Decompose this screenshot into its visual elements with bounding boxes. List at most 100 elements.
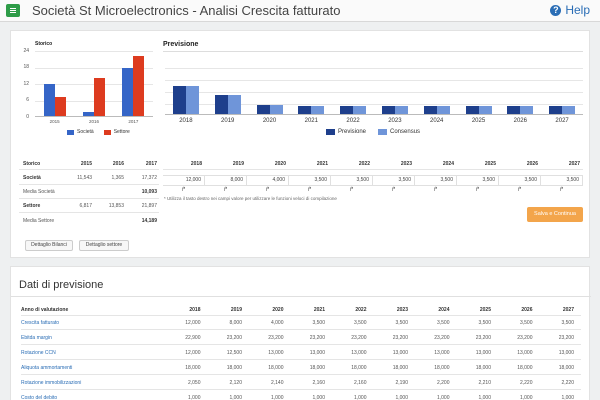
x-tick: 2023 (388, 118, 402, 124)
row-label-media-settore: Media Settore (23, 218, 55, 224)
chart-bar-consensus (311, 105, 325, 114)
chart-bar-consensus (478, 105, 492, 114)
table-header-year: 2019 (232, 161, 244, 167)
help-button[interactable]: ? Help (550, 3, 590, 17)
storico-x-axis: 2015 2016 2017 (35, 119, 153, 127)
row-label-media-societa: Media Società (23, 189, 55, 195)
forecast-input[interactable]: 8,000 (205, 176, 247, 185)
divider (21, 315, 581, 316)
y-tick: 24 (23, 48, 29, 54)
y-tick: 6 (26, 97, 29, 103)
forecast-input[interactable]: 3,500 (373, 176, 415, 185)
help-icon: ? (550, 4, 562, 16)
forecast-input[interactable]: 3,500 (415, 176, 457, 185)
chart-bar-settore (54, 97, 66, 116)
x-tick: 2027 (555, 118, 569, 124)
fill-arrow-icon[interactable]: ↱ (475, 187, 481, 193)
table-header-year: 2020 (272, 307, 284, 313)
forecast-input[interactable]: 12,000 (163, 176, 205, 185)
dettaglio-bilanci-button[interactable]: Dettaglio Bilanci (25, 240, 73, 251)
fill-arrow-icon[interactable]: ↱ (349, 187, 355, 193)
fill-arrow-icon[interactable]: ↱ (433, 187, 439, 193)
previsione-x-axis: 2018 2019 2020 2021 2022 2023 2024 2025 2026 2027 (165, 118, 583, 126)
chart-bar-previsione (507, 105, 521, 114)
divider (21, 389, 581, 390)
table-cell: 17,372 (141, 175, 157, 181)
x-tick: 2017 (128, 119, 139, 124)
forecast-input[interactable]: 3,500 (541, 176, 583, 185)
x-tick: 2024 (430, 118, 444, 124)
x-tick: 2021 (304, 118, 318, 124)
table-cell: 2,220 (561, 380, 574, 386)
dettaglio-settore-button[interactable]: Dettaglio settore (79, 240, 129, 251)
table-cell: 18,000 (558, 365, 574, 371)
forecast-input[interactable]: 4,000 (247, 176, 289, 185)
analysis-card: Storico 24 18 12 6 0 2015 2016 2017 Societ… (10, 30, 590, 258)
fill-arrow-icon[interactable]: ↱ (265, 187, 271, 193)
menu-icon[interactable] (6, 4, 20, 17)
table-header-year: 2023 (400, 161, 412, 167)
chart-bar-consensus (436, 105, 450, 114)
table-cell: 13,000 (351, 350, 367, 356)
forecast-input[interactable]: 3,500 (457, 176, 499, 185)
table-header-year: 2025 (479, 307, 491, 313)
table-cell: 18,000 (268, 365, 284, 371)
table-row-label[interactable]: Rotazione CCN (21, 350, 56, 356)
salva-e-continua-button[interactable]: Salva e Continua (527, 207, 583, 222)
chart-bar-consensus (394, 105, 408, 114)
forecast-input[interactable]: 3,500 (331, 176, 373, 185)
fill-arrow-icon[interactable]: ↱ (181, 187, 187, 193)
table-cell: 22,900 (185, 335, 201, 341)
table-row-label[interactable]: Costo del debito (21, 395, 58, 400)
table-header-year: 2021 (316, 161, 328, 167)
top-bar: Società St Microelectronics - Analisi Cr… (0, 0, 600, 22)
help-label: Help (565, 3, 590, 17)
divider (21, 359, 581, 360)
table-row-label[interactable]: Rotazione immobilizzazioni (21, 380, 82, 386)
previsione-legend: Previsione Consensus (326, 129, 420, 135)
row-label-societa: Società (23, 175, 41, 181)
chart-bar-previsione (214, 95, 228, 114)
forecast-input[interactable]: 3,500 (499, 176, 541, 185)
table-cell: 23,200 (558, 335, 574, 341)
chart-bar-consensus (562, 105, 576, 114)
forecast-input[interactable]: 3,500 (289, 176, 331, 185)
legend-swatch (67, 129, 74, 135)
table-cell: 3,500 (478, 320, 491, 326)
x-tick: 2025 (471, 118, 486, 124)
chart-bar-previsione (298, 105, 312, 114)
table-cell: 23,200 (392, 335, 408, 341)
table-cell: 1,000 (436, 395, 450, 400)
fill-arrow-icon[interactable]: ↱ (223, 187, 229, 193)
table-cell: 18,000 (475, 365, 491, 371)
divider (163, 51, 583, 52)
page-title: Società St Microelectronics - Analisi Cr… (32, 3, 341, 18)
fill-arrow-icon[interactable]: ↱ (559, 187, 565, 193)
table-cell: 1,000 (561, 395, 574, 400)
storico-y-axis: 24 18 12 6 0 (19, 48, 29, 120)
table-header-year: 2026 (526, 161, 538, 167)
table-cell: 4,000 (270, 320, 284, 326)
table-row-label[interactable]: Ebitda margin (21, 335, 52, 341)
table-cell: 18,000 (392, 365, 408, 371)
table-cell: 13,000 (268, 350, 284, 356)
table-row-label[interactable]: Crescita fatturato (21, 320, 60, 326)
table-header-year: 2021 (313, 307, 325, 313)
fill-arrow-icon[interactable]: ↱ (391, 187, 397, 193)
table-cell: 21,897 (141, 203, 157, 209)
x-tick: 2018 (179, 118, 193, 124)
legend-swatch (378, 129, 388, 135)
table-row-label[interactable]: Aliquota ammortamenti (21, 365, 73, 371)
table-cell: 3,500 (436, 320, 450, 326)
fill-arrow-icon[interactable]: ↱ (517, 187, 523, 193)
table-header-year: 2023 (396, 307, 408, 313)
storico-plot (35, 51, 153, 117)
chart-bar-previsione (465, 105, 479, 114)
chart-bar-consensus (520, 105, 534, 114)
y-tick: 12 (23, 81, 29, 87)
table-header-year: 2018 (190, 161, 202, 167)
fill-arrow-icon[interactable]: ↱ (307, 187, 313, 193)
table-cell: 2,210 (478, 380, 491, 386)
table-header-year: 2019 (230, 307, 242, 313)
y-tick: 18 (23, 64, 29, 70)
